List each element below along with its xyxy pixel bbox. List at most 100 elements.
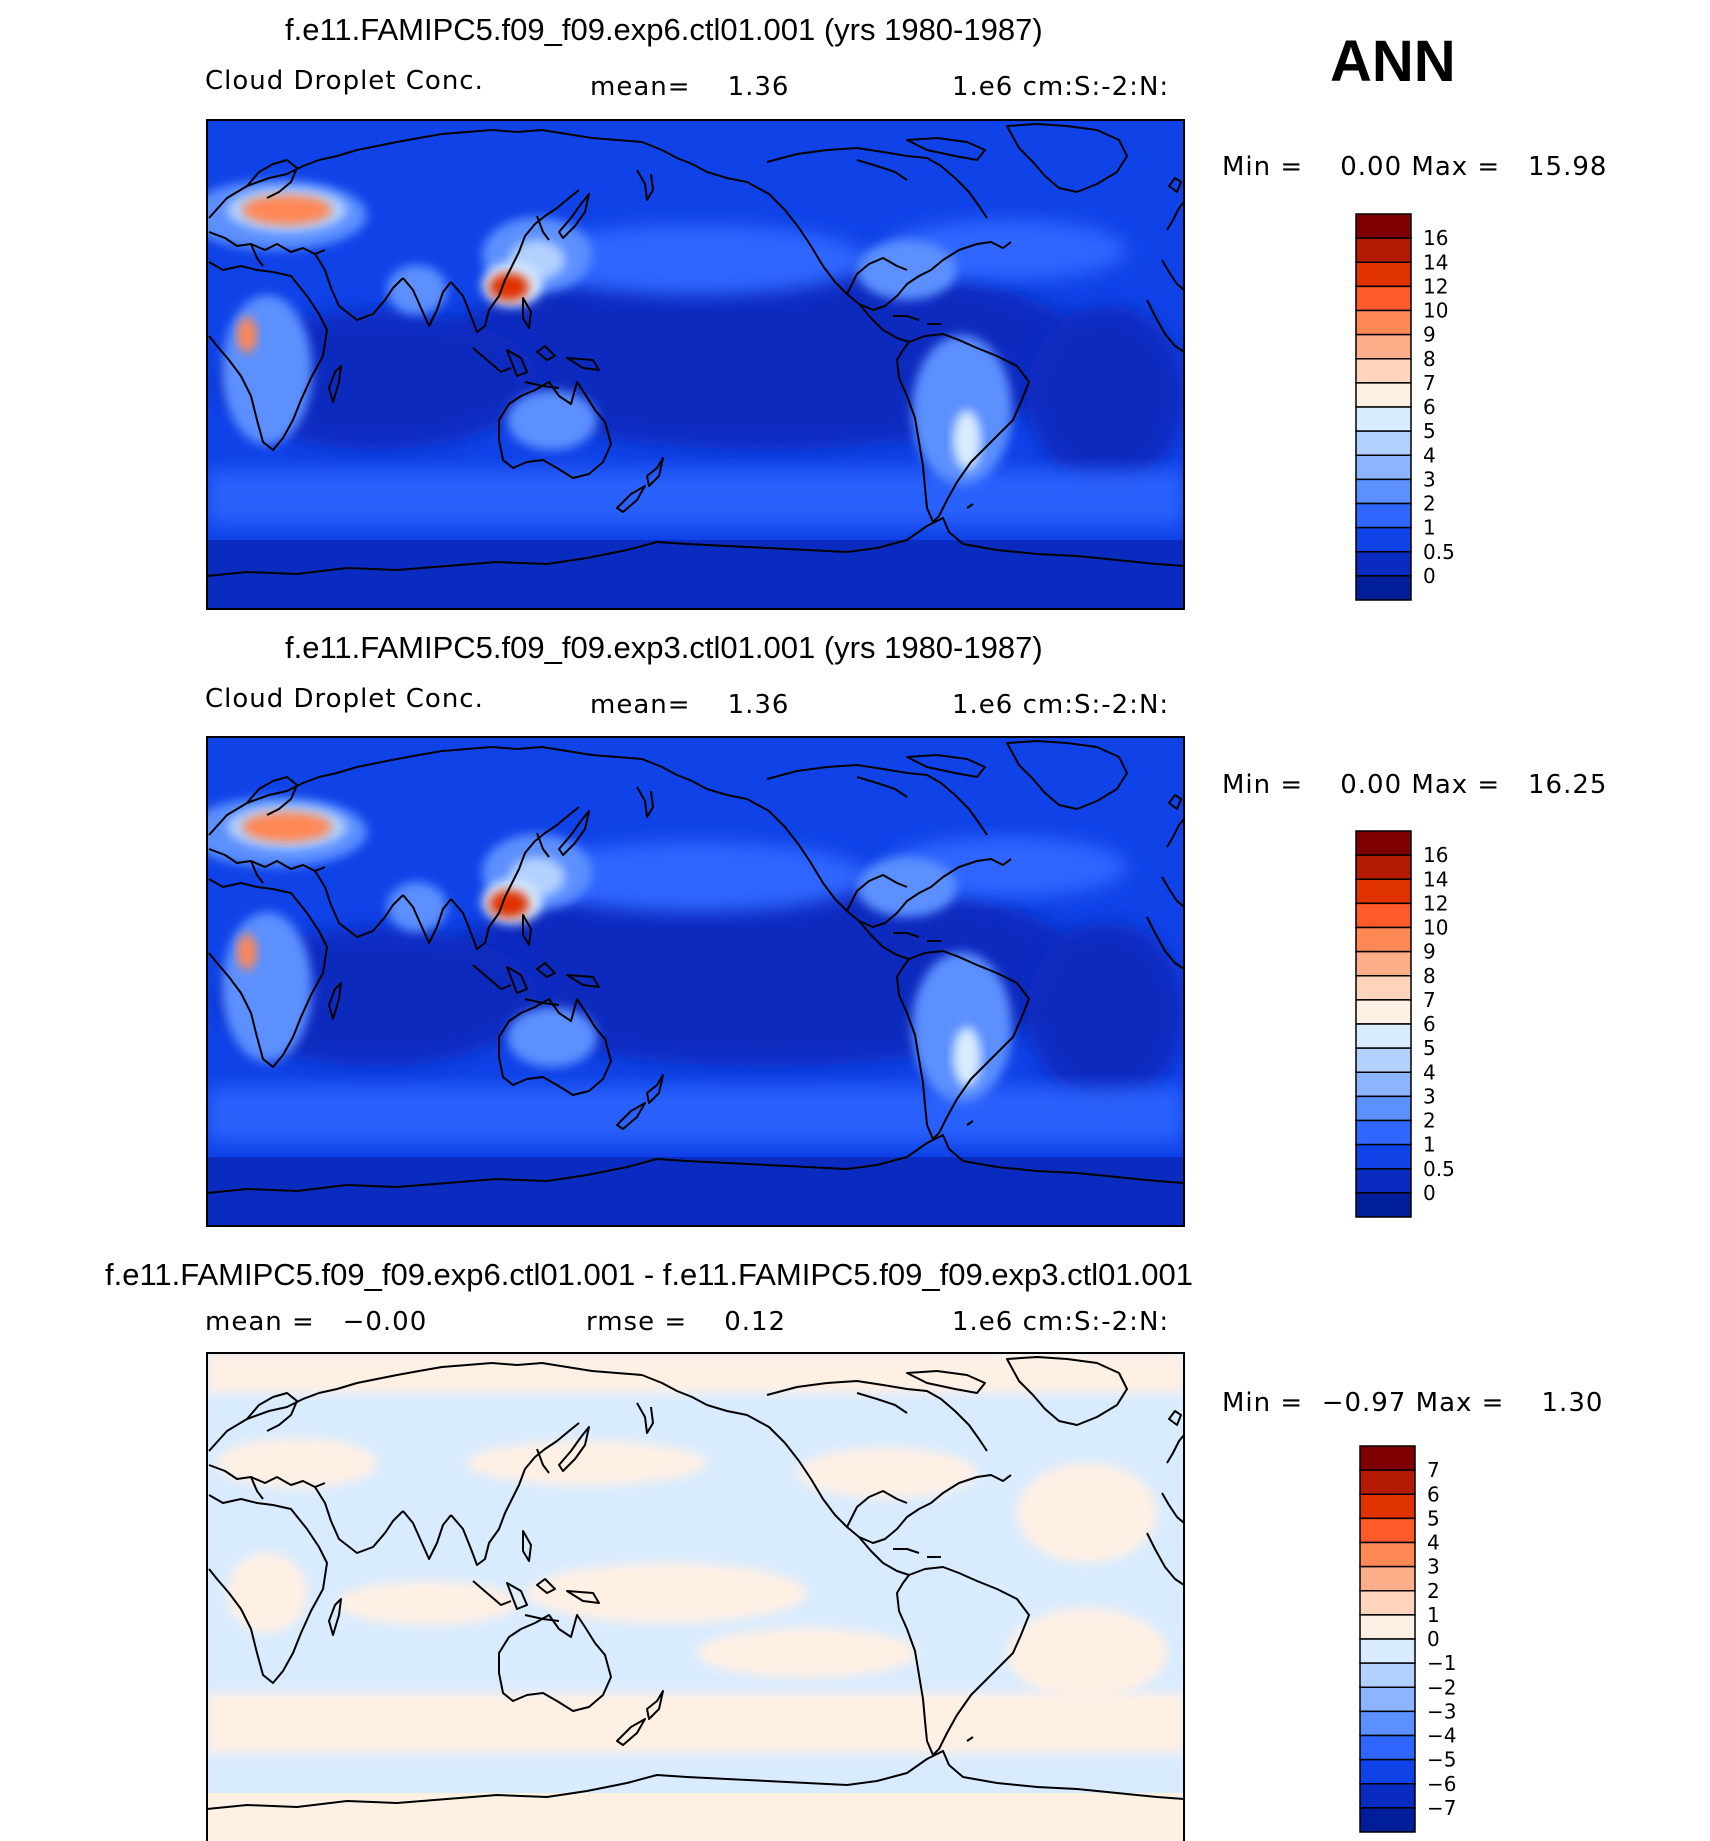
panel-2-map bbox=[187, 737, 1187, 1226]
colorbar-tick-label: 1 bbox=[1423, 516, 1436, 540]
colorbar-swatch bbox=[1355, 333, 1412, 360]
colorbar-swatch bbox=[1355, 502, 1412, 529]
colorbar-tick-label: 6 bbox=[1427, 1482, 1440, 1506]
colorbar-tick-label: 4 bbox=[1427, 1531, 1440, 1555]
colorbar-tick-label: 4 bbox=[1423, 443, 1436, 467]
colorbar-swatch bbox=[1355, 878, 1412, 905]
panel-2-mean: mean= 1.36 bbox=[590, 690, 790, 720]
colorbar-swatch bbox=[1359, 1445, 1416, 1471]
colorbar-tick-label: −5 bbox=[1427, 1748, 1456, 1772]
colorbar-tick-label: 0 bbox=[1423, 564, 1436, 588]
panel-1-mean: mean= 1.36 bbox=[590, 72, 790, 102]
colorbar-swatch bbox=[1355, 1168, 1412, 1194]
colorbar-tick-label: 1 bbox=[1427, 1603, 1440, 1627]
colorbar-swatch bbox=[1355, 1095, 1412, 1122]
colorbar-tick-label: 6 bbox=[1423, 1012, 1436, 1036]
colorbar-tick-label: 3 bbox=[1423, 467, 1436, 491]
colorbar-swatch bbox=[1355, 999, 1412, 1025]
colorbar-swatch bbox=[1355, 1192, 1412, 1218]
colorbar-swatch bbox=[1355, 902, 1412, 929]
colorbar-tick-label: 16 bbox=[1423, 226, 1448, 250]
colorbar-tick-label: 10 bbox=[1423, 916, 1448, 940]
panel-3-field bbox=[207, 1353, 1184, 1841]
colorbar-tick-label: 0 bbox=[1427, 1627, 1440, 1651]
panel-1-minmax: Min = 0.00 Max = 15.98 bbox=[1222, 152, 1608, 182]
panel-3-units: 1.e6 cm:S:-2:N: bbox=[952, 1307, 1170, 1337]
panel-1-map-frame bbox=[206, 119, 1185, 610]
colorbar-tick-label: 7 bbox=[1427, 1458, 1440, 1482]
colorbar-swatch bbox=[1355, 575, 1412, 601]
colorbar-swatch bbox=[1355, 1023, 1412, 1049]
colorbar-swatch bbox=[1359, 1807, 1416, 1833]
panel-3-map-frame bbox=[206, 1352, 1185, 1841]
panel-3-mean: mean = −0.00 bbox=[205, 1307, 428, 1337]
colorbar-swatch bbox=[1355, 406, 1412, 432]
colorbar-swatch bbox=[1355, 358, 1412, 384]
colorbar-tick-label: 2 bbox=[1427, 1579, 1440, 1603]
colorbar-swatch bbox=[1359, 1662, 1416, 1688]
colorbar-swatch bbox=[1355, 1071, 1412, 1098]
colorbar-swatch bbox=[1355, 309, 1412, 336]
colorbar-tick-label: −1 bbox=[1427, 1651, 1456, 1675]
colorbar-tick-label: 7 bbox=[1423, 371, 1436, 395]
panel-2-map-frame bbox=[206, 736, 1185, 1227]
colorbar-tick-label: 0 bbox=[1423, 1181, 1436, 1205]
colorbar-tick-label: 8 bbox=[1423, 347, 1436, 371]
colorbar-swatch bbox=[1355, 854, 1412, 880]
colorbar-swatch bbox=[1355, 975, 1412, 1001]
colorbar-swatch bbox=[1355, 454, 1412, 481]
colorbar-tick-label: 16 bbox=[1423, 843, 1448, 867]
colorbar-swatch bbox=[1359, 1469, 1416, 1495]
colorbar-tick-label: 12 bbox=[1423, 891, 1448, 915]
colorbar-swatch bbox=[1359, 1590, 1416, 1616]
colorbar-tick-label: −4 bbox=[1427, 1724, 1456, 1748]
colorbar-tick-label: 5 bbox=[1423, 419, 1436, 443]
colorbar-tick-label: 9 bbox=[1423, 940, 1436, 964]
colorbar-tick-label: −2 bbox=[1427, 1675, 1456, 1699]
colorbar-tick-label: 9 bbox=[1423, 323, 1436, 347]
colorbar-tick-label: −3 bbox=[1427, 1699, 1456, 1723]
colorbar-swatch bbox=[1355, 551, 1412, 577]
colorbar-swatch bbox=[1355, 950, 1412, 977]
colorbar-tick-label: 5 bbox=[1423, 1036, 1436, 1060]
colorbar-swatch bbox=[1355, 237, 1412, 263]
colorbar-tick-label: 2 bbox=[1423, 1109, 1436, 1133]
colorbar-tick-label: 10 bbox=[1423, 299, 1448, 323]
panel-1-field bbox=[187, 120, 1187, 609]
colorbar-swatch bbox=[1355, 526, 1412, 553]
colorbar-swatch bbox=[1359, 1638, 1416, 1664]
panel-3-map bbox=[207, 1353, 1184, 1841]
colorbar-tick-label: 4 bbox=[1423, 1060, 1436, 1084]
colorbar-swatch bbox=[1355, 478, 1412, 505]
panel-2-field bbox=[187, 737, 1187, 1226]
colorbar-swatch bbox=[1359, 1565, 1416, 1592]
colorbar-tick-label: 3 bbox=[1423, 1084, 1436, 1108]
panel-1-map bbox=[187, 120, 1187, 609]
colorbar-tick-label: 14 bbox=[1423, 867, 1448, 891]
panel-2-minmax: Min = 0.00 Max = 16.25 bbox=[1222, 770, 1608, 800]
colorbar-tick-label: 7 bbox=[1423, 988, 1436, 1012]
colorbar-tick-label: 6 bbox=[1423, 395, 1436, 419]
colorbar-swatch bbox=[1355, 926, 1412, 953]
panel-3-rmse: rmse = 0.12 bbox=[586, 1307, 787, 1337]
colorbar-swatch bbox=[1355, 261, 1412, 288]
panel-1-variable: Cloud Droplet Conc. bbox=[205, 66, 484, 96]
panel-2-units: 1.e6 cm:S:-2:N: bbox=[952, 690, 1170, 720]
colorbar-tick-label: −6 bbox=[1427, 1772, 1456, 1796]
colorbar-tick-label: 8 bbox=[1423, 964, 1436, 988]
colorbar-swatch bbox=[1355, 430, 1412, 456]
panel-3-minmax: Min = −0.97 Max = 1.30 bbox=[1222, 1388, 1604, 1418]
colorbar-tick-label: −7 bbox=[1427, 1796, 1456, 1820]
panel-1-units: 1.e6 cm:S:-2:N: bbox=[952, 72, 1170, 102]
colorbar-swatch bbox=[1355, 382, 1412, 408]
panel-3-title: f.e11.FAMIPC5.f09_f09.exp6.ctl01.001 - f… bbox=[105, 1257, 1193, 1292]
colorbar-tick-label: 3 bbox=[1427, 1555, 1440, 1579]
panel-2-variable: Cloud Droplet Conc. bbox=[205, 684, 484, 714]
colorbar-tick-label: 1 bbox=[1423, 1133, 1436, 1157]
colorbar-swatch bbox=[1359, 1614, 1416, 1640]
colorbar-swatch bbox=[1355, 213, 1412, 239]
panel-1-title: f.e11.FAMIPC5.f09_f09.exp6.ctl01.001 (yr… bbox=[285, 12, 1043, 47]
colorbar-swatch bbox=[1359, 1686, 1416, 1713]
